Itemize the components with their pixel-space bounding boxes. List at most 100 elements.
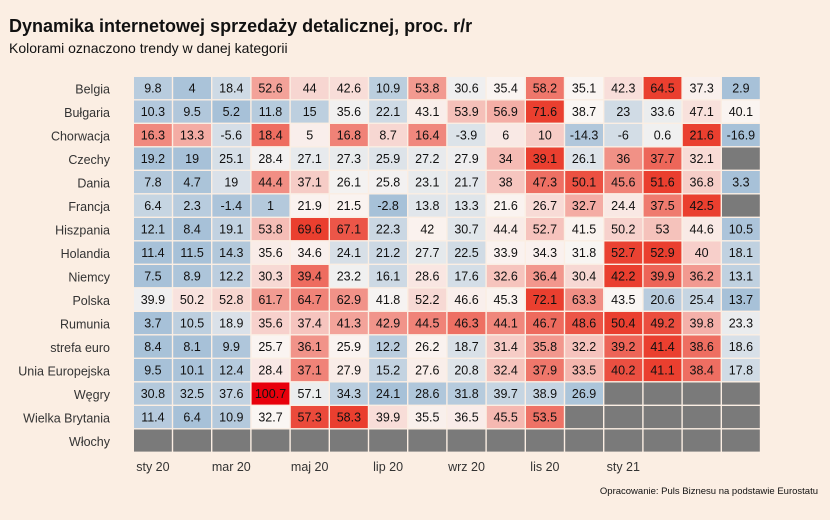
cell-value-label: 21.6 <box>494 199 518 213</box>
row-label: Polska <box>72 294 110 308</box>
cell-value-label: 27.2 <box>415 152 439 166</box>
heatmap-cell <box>173 77 211 100</box>
cell-value-label: 20.6 <box>650 293 674 307</box>
cell-value-label: 30.4 <box>572 270 596 284</box>
cell-value-label: 42.9 <box>376 317 400 331</box>
heatmap-cell <box>526 265 564 288</box>
heatmap-cell <box>290 359 329 382</box>
heatmap-cell <box>565 194 603 217</box>
cell-value-label: 44 <box>303 82 317 96</box>
cell-value-label: -2.8 <box>377 199 399 213</box>
cell-value-label: 22.5 <box>454 246 478 260</box>
cell-value-label: 17.8 <box>729 364 753 378</box>
heatmap-cell <box>330 429 368 452</box>
cell-value-label: 27.1 <box>298 152 322 166</box>
cell-value-label: 13.3 <box>454 199 478 213</box>
cell-value-label: 37.1 <box>298 364 322 378</box>
heatmap-cell <box>565 100 603 123</box>
heatmap-cell <box>408 194 447 217</box>
cell-value-label: 6.4 <box>144 199 161 213</box>
cell-value-label: 44.4 <box>494 223 518 237</box>
row-label: Hiszpania <box>55 223 110 237</box>
heatmap-cell <box>369 77 407 100</box>
heatmap-cell <box>212 100 251 123</box>
cell-value-label: 39.1 <box>533 152 557 166</box>
cell-value-label: 71.6 <box>533 105 557 119</box>
heatmap-cell <box>565 147 603 170</box>
heatmap-cell <box>682 147 721 170</box>
heatmap-cell <box>173 335 211 358</box>
heatmap-cell <box>290 288 329 311</box>
heatmap-cell <box>643 194 682 217</box>
cell-value-label: 35.6 <box>258 246 282 260</box>
cell-value-label: 52.9 <box>650 246 674 260</box>
cell-value-label: 2.3 <box>183 199 200 213</box>
cell-value-label: 38.6 <box>690 340 714 354</box>
heatmap-cell <box>369 218 407 241</box>
cell-value-label: 38.9 <box>533 387 557 401</box>
heatmap-cell <box>134 429 172 452</box>
heatmap-cell <box>526 171 564 194</box>
heatmap-cell <box>604 124 643 147</box>
cell-value-label: 58.2 <box>533 82 557 96</box>
heatmap-cell <box>408 100 447 123</box>
cell-value-label: 52.7 <box>533 223 557 237</box>
heatmap-cell <box>408 265 447 288</box>
heatmap-cell <box>722 406 760 429</box>
cell-value-label: 53.8 <box>415 82 439 96</box>
cell-value-label: 34.3 <box>337 387 361 401</box>
heatmap-cell <box>604 359 643 382</box>
heatmap-cell <box>251 194 290 217</box>
heatmap-cell <box>643 382 682 405</box>
heatmap-cell <box>369 406 407 429</box>
x-tick-label: mar 20 <box>212 460 251 474</box>
cell-value-label: 32.6 <box>494 270 518 284</box>
heatmap-cell <box>212 194 251 217</box>
heatmap-cell <box>212 265 251 288</box>
heatmap-cell <box>604 171 643 194</box>
heatmap-cell <box>682 312 721 335</box>
heatmap-cell <box>722 429 760 452</box>
heatmap-cell <box>330 241 368 264</box>
cell-value-label: 2.9 <box>732 82 749 96</box>
heatmap-cell <box>643 241 682 264</box>
cell-value-label: 28.4 <box>258 152 282 166</box>
heatmap-cell <box>134 312 172 335</box>
cell-value-label: 30.3 <box>258 270 282 284</box>
cell-value-label: 1 <box>267 199 274 213</box>
heatmap-cell <box>251 265 290 288</box>
cell-value-label: 37.7 <box>650 152 674 166</box>
heatmap-cell <box>682 100 721 123</box>
heatmap-cell <box>526 194 564 217</box>
cell-value-label: 11.5 <box>180 246 203 260</box>
row-label: Holandia <box>61 247 110 261</box>
cell-value-label: 4 <box>189 82 196 96</box>
heatmap-cell <box>604 406 643 429</box>
cell-value-label: 13.8 <box>415 199 439 213</box>
x-tick-label: maj 20 <box>291 460 329 474</box>
cell-value-label: 32.5 <box>180 387 204 401</box>
heatmap-cell <box>330 382 368 405</box>
chart-title: Dynamika internetowej sprzedaży detalicz… <box>9 16 473 36</box>
row-label: Dania <box>77 176 110 190</box>
heatmap-cell <box>526 147 564 170</box>
row-label: Rumunia <box>60 317 110 331</box>
cell-value-label: -5.6 <box>221 129 243 143</box>
heatmap-cell <box>447 218 486 241</box>
heatmap-cell <box>643 218 682 241</box>
cell-value-label: 25.1 <box>219 152 243 166</box>
cell-value-label: 53.5 <box>533 411 557 425</box>
row-labels: Belgia Bułgaria Chorwacja Czechy Dania Francj… <box>18 82 110 449</box>
heatmap-cell <box>643 288 682 311</box>
cell-value-label: 41.5 <box>572 223 596 237</box>
heatmap-cell <box>290 265 329 288</box>
cell-value-label: 46.7 <box>533 317 557 331</box>
heatmap-cell <box>369 100 407 123</box>
cell-value-label: 53.9 <box>454 105 478 119</box>
heatmap-cell <box>330 77 368 100</box>
heatmap-cell <box>330 124 368 147</box>
heatmap-cell <box>290 406 329 429</box>
cell-value-label: 28.4 <box>258 364 282 378</box>
heatmap-cell <box>212 171 251 194</box>
cell-value-label: 49.2 <box>650 317 674 331</box>
